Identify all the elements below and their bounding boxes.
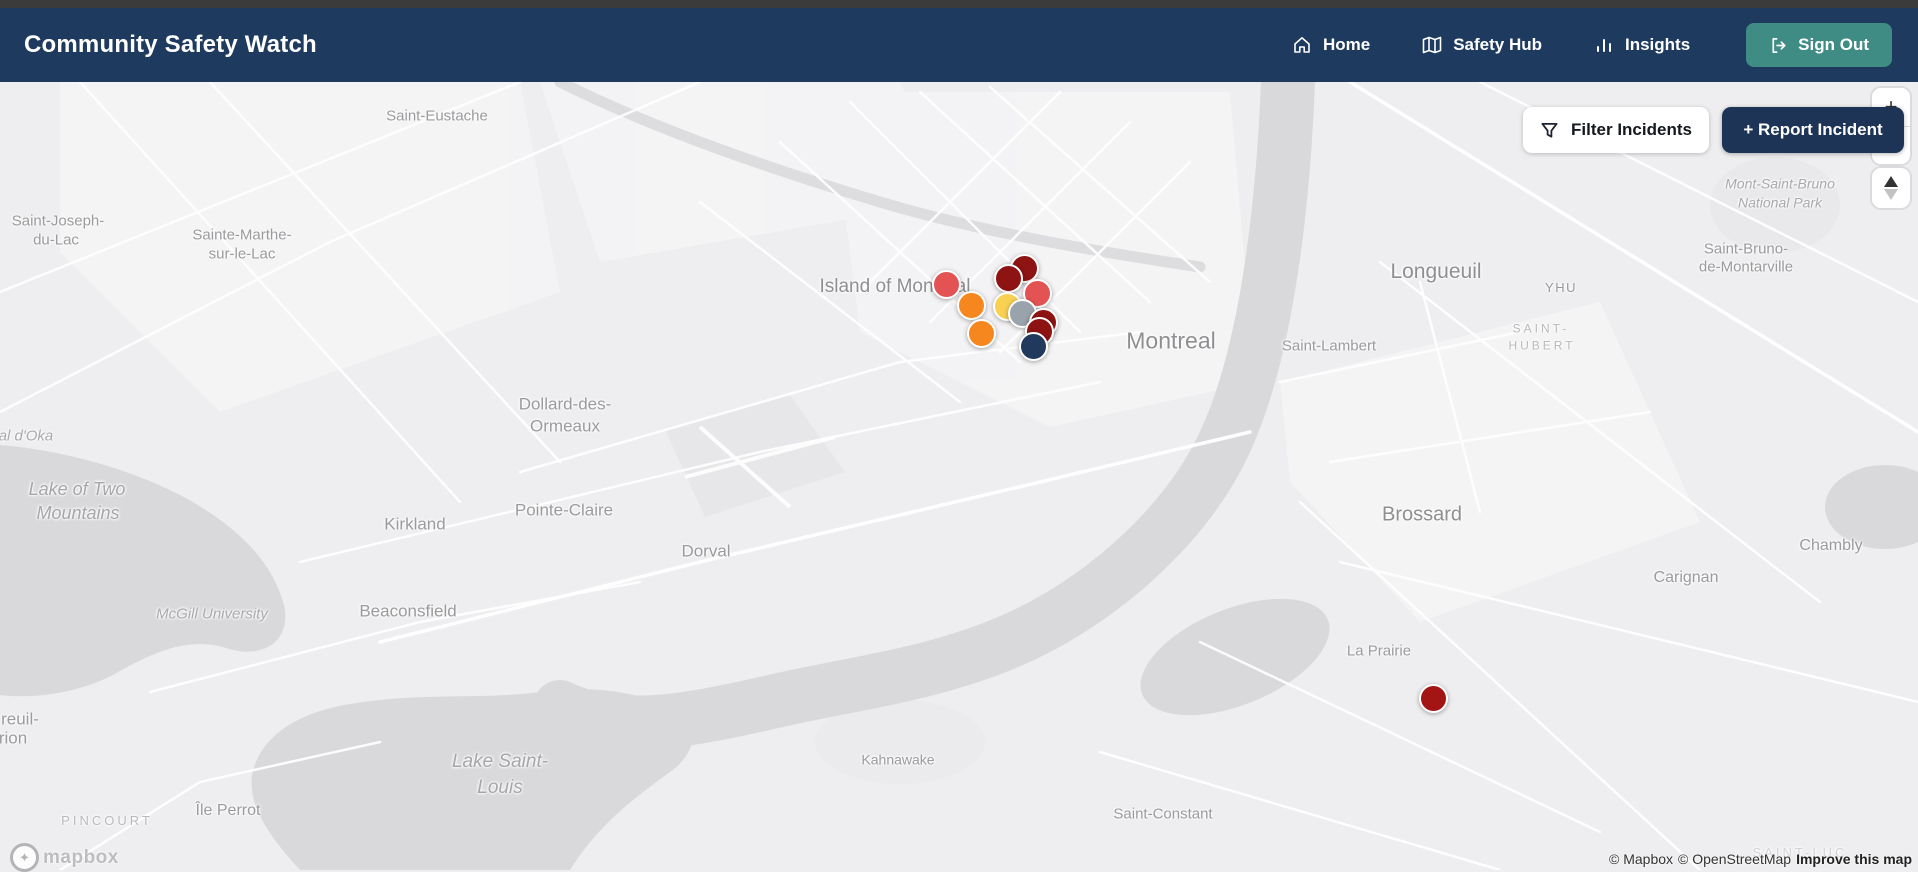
incident-marker-layer	[0, 82, 1918, 870]
sign-out-label: Sign Out	[1798, 35, 1869, 54]
bar-chart-icon	[1594, 35, 1614, 55]
incident-marker[interactable]	[993, 263, 1023, 293]
main-nav: Home Safety Hub Insights Sign Out	[1292, 23, 1892, 67]
map-base-tiles	[0, 82, 1918, 870]
nav-item-insights[interactable]: Insights	[1594, 35, 1690, 55]
mapbox-pin-icon: ✦	[10, 843, 39, 872]
mapbox-wordmark: mapbox	[43, 846, 119, 868]
filter-incidents-label: Filter Incidents	[1571, 120, 1692, 139]
map-icon	[1422, 35, 1442, 55]
report-incident-label: + Report Incident	[1743, 120, 1883, 139]
filter-incidents-button[interactable]: Filter Incidents	[1523, 107, 1709, 153]
sign-out-button[interactable]: Sign Out	[1746, 23, 1892, 67]
incident-marker[interactable]	[956, 290, 986, 320]
report-incident-button[interactable]: + Report Incident	[1722, 107, 1904, 153]
app-title: Community Safety Watch	[24, 31, 317, 58]
incident-marker[interactable]	[1418, 683, 1448, 713]
app-header: Community Safety Watch Home Safety Hub Ins…	[0, 8, 1918, 82]
nav-item-label: Safety Hub	[1453, 35, 1542, 54]
attribution-mapbox-link[interactable]: © Mapbox	[1609, 851, 1674, 867]
funnel-icon	[1540, 121, 1559, 140]
home-icon	[1292, 35, 1312, 55]
map-canvas[interactable]: Saint-Eustache Saint-Joseph-du-Lac Sainte-…	[0, 82, 1918, 870]
improve-map-link[interactable]: Improve this map	[1796, 851, 1912, 867]
compass-north-needle-icon	[1884, 176, 1898, 187]
browser-top-strip	[0, 0, 1918, 8]
nav-item-safety-hub[interactable]: Safety Hub	[1422, 35, 1542, 55]
sign-out-icon	[1769, 36, 1788, 55]
incident-marker[interactable]	[1018, 331, 1048, 361]
nav-item-label: Home	[1322, 35, 1371, 54]
compass-button[interactable]	[1872, 168, 1910, 208]
compass-south-needle-icon	[1884, 189, 1898, 200]
nav-item-label: Insights	[1625, 35, 1691, 54]
incident-marker[interactable]	[966, 318, 996, 348]
mapbox-logo[interactable]: ✦ mapbox	[10, 843, 119, 872]
map-attribution: © Mapbox © OpenStreetMap Improve this ma…	[1609, 851, 1912, 867]
attribution-osm-link[interactable]: © OpenStreetMap	[1678, 851, 1792, 867]
incident-marker[interactable]	[931, 269, 961, 299]
nav-item-home[interactable]: Home	[1292, 35, 1370, 55]
